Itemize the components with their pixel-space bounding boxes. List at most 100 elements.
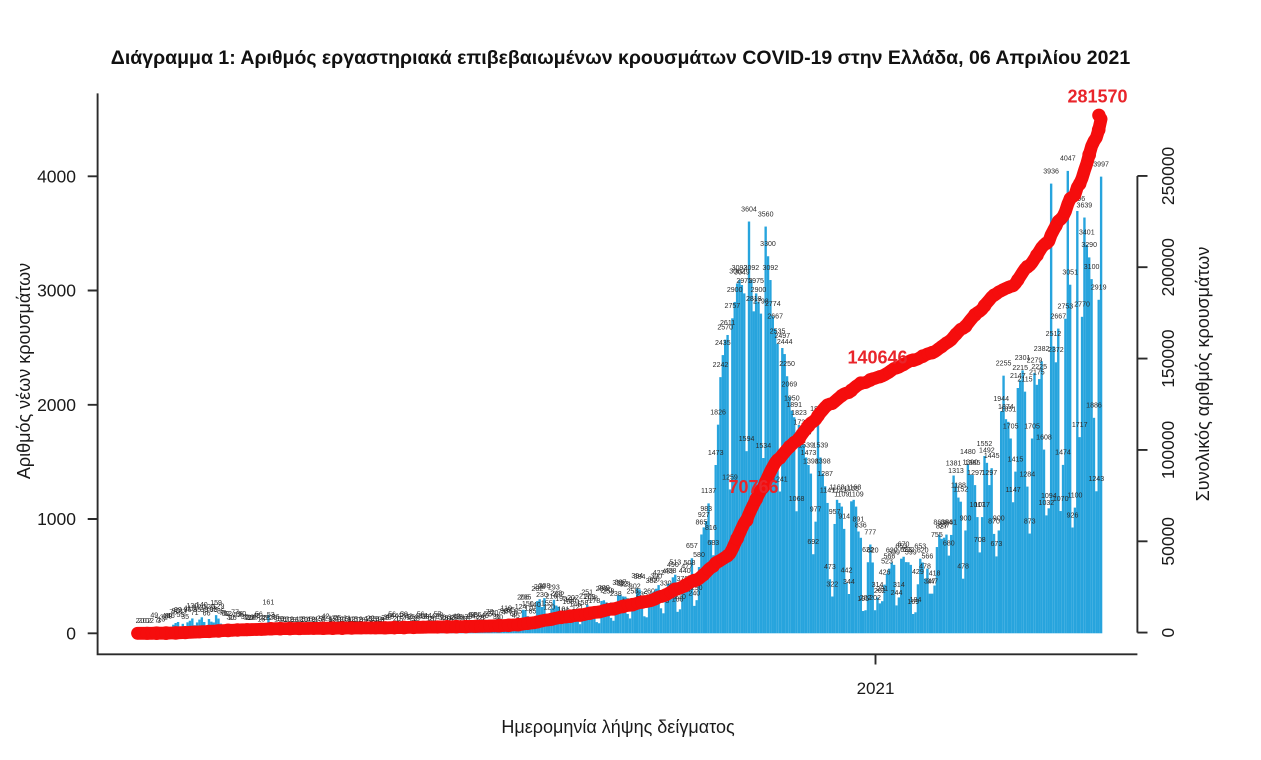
svg-text:31: 31 (457, 615, 465, 622)
svg-text:14: 14 (303, 617, 311, 624)
svg-text:140: 140 (529, 602, 541, 609)
svg-text:1445: 1445 (984, 453, 1000, 460)
svg-text:1390: 1390 (962, 459, 978, 466)
svg-text:0: 0 (140, 618, 144, 625)
svg-text:12: 12 (295, 617, 303, 624)
svg-text:322: 322 (826, 581, 838, 588)
svg-text:230: 230 (536, 592, 548, 599)
svg-text:566: 566 (922, 553, 934, 560)
svg-text:599: 599 (905, 550, 917, 557)
svg-text:18: 18 (426, 616, 434, 623)
svg-text:1823: 1823 (791, 410, 807, 417)
svg-text:873: 873 (1024, 518, 1036, 525)
svg-text:262: 262 (874, 588, 886, 595)
svg-text:32: 32 (383, 614, 391, 621)
svg-text:1070: 1070 (1053, 496, 1069, 503)
svg-text:2: 2 (150, 618, 154, 625)
svg-text:1094: 1094 (1041, 493, 1057, 500)
svg-text:62: 62 (483, 611, 491, 618)
svg-text:71: 71 (219, 610, 227, 617)
svg-text:22: 22 (367, 616, 375, 623)
svg-text:33: 33 (448, 614, 456, 621)
svg-text:1891: 1891 (786, 402, 802, 409)
svg-text:1415: 1415 (1008, 456, 1024, 463)
svg-text:314: 314 (893, 582, 905, 589)
svg-text:708: 708 (974, 537, 986, 544)
svg-text:429: 429 (912, 569, 924, 576)
svg-text:8: 8 (359, 617, 363, 624)
svg-text:71: 71 (191, 610, 199, 617)
svg-text:58: 58 (400, 612, 408, 619)
svg-text:31: 31 (160, 615, 168, 622)
svg-text:623: 623 (900, 547, 912, 554)
svg-text:2: 2 (138, 618, 142, 625)
svg-text:22: 22 (410, 616, 418, 623)
svg-text:12: 12 (355, 617, 363, 624)
svg-text:816: 816 (705, 525, 717, 532)
svg-text:900: 900 (960, 515, 972, 522)
svg-text:45: 45 (253, 613, 261, 620)
svg-text:28: 28 (450, 615, 458, 622)
svg-text:260: 260 (643, 588, 655, 595)
svg-text:281: 281 (876, 586, 888, 593)
svg-text:42: 42 (386, 613, 394, 620)
svg-text:2372: 2372 (1048, 347, 1064, 354)
svg-text:145: 145 (569, 602, 581, 609)
svg-text:35: 35 (241, 614, 249, 621)
svg-text:861: 861 (945, 520, 957, 527)
svg-text:16: 16 (305, 616, 313, 623)
svg-text:1552: 1552 (977, 441, 993, 448)
svg-text:0: 0 (143, 618, 147, 625)
svg-text:2774: 2774 (765, 301, 781, 308)
svg-text:Ημερομηνία λήψης δείγματος: Ημερομηνία λήψης δείγματος (501, 717, 735, 737)
svg-text:926: 926 (1067, 512, 1079, 519)
svg-text:52: 52 (234, 612, 242, 619)
svg-text:19: 19 (276, 616, 284, 623)
svg-text:3049: 3049 (734, 270, 750, 277)
svg-text:85: 85 (217, 608, 225, 615)
svg-text:653: 653 (895, 544, 907, 551)
svg-text:48: 48 (436, 613, 444, 620)
svg-text:1826: 1826 (710, 410, 726, 417)
svg-text:620: 620 (917, 547, 929, 554)
svg-text:130: 130 (186, 603, 198, 610)
svg-text:23: 23 (317, 616, 325, 623)
svg-text:2975: 2975 (736, 278, 752, 285)
svg-text:31: 31 (243, 615, 251, 622)
svg-text:18: 18 (364, 616, 372, 623)
svg-text:477: 477 (681, 564, 693, 571)
svg-text:927: 927 (698, 512, 710, 519)
svg-text:1874: 1874 (998, 404, 1014, 411)
svg-text:150: 150 (522, 601, 534, 608)
svg-text:1534: 1534 (755, 443, 771, 450)
svg-text:891: 891 (853, 516, 865, 523)
svg-text:Διάγραμμα 1: Αριθμός εργαστηρι: Διάγραμμα 1: Αριθμός εργαστηριακά επιβεβ… (111, 47, 1131, 69)
svg-text:10: 10 (338, 617, 346, 624)
svg-text:15: 15 (257, 616, 265, 623)
svg-text:2919: 2919 (1091, 285, 1107, 292)
svg-text:77: 77 (231, 609, 239, 616)
svg-text:653: 653 (914, 544, 926, 551)
svg-text:13: 13 (157, 617, 165, 624)
svg-text:96: 96 (184, 607, 192, 614)
svg-text:1851: 1851 (1000, 407, 1016, 414)
svg-text:121: 121 (572, 604, 584, 611)
svg-text:1480: 1480 (960, 449, 976, 456)
svg-text:25: 25 (333, 615, 341, 622)
svg-text:9: 9 (293, 617, 297, 624)
svg-text:384: 384 (634, 574, 646, 581)
svg-text:3062: 3062 (729, 268, 745, 275)
svg-text:657: 657 (686, 543, 698, 550)
svg-text:347: 347 (924, 579, 936, 586)
svg-text:298: 298 (534, 584, 546, 591)
svg-text:3290: 3290 (1081, 242, 1097, 249)
svg-text:56: 56 (236, 612, 244, 619)
svg-text:1287: 1287 (817, 471, 833, 478)
svg-text:42: 42 (452, 613, 460, 620)
svg-text:1100: 1100 (1067, 492, 1082, 499)
svg-text:2255: 2255 (996, 361, 1012, 368)
svg-text:827: 827 (936, 524, 948, 531)
svg-text:2215: 2215 (1012, 365, 1028, 372)
svg-text:0: 0 (145, 618, 149, 625)
svg-text:1313: 1313 (948, 468, 964, 475)
